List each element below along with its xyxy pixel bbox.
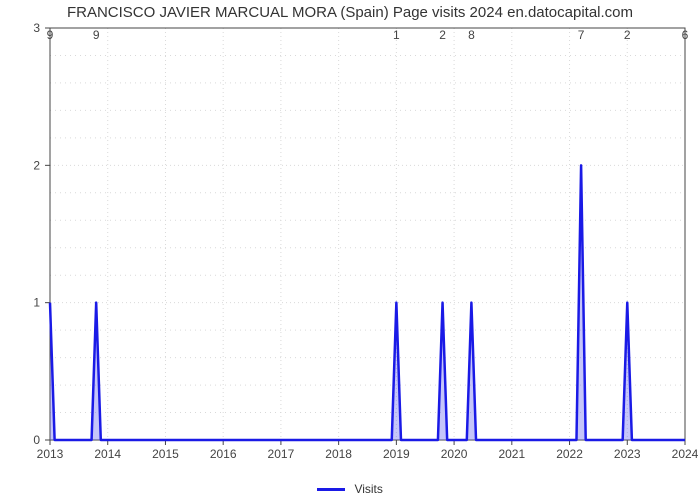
svg-text:2021: 2021 [498, 447, 525, 461]
svg-text:2015: 2015 [152, 447, 179, 461]
chart-canvas: 0 1 2 3 2013 2014 2015 2016 2017 2018 2019 2020 2021… [0, 0, 700, 500]
svg-text:2: 2 [439, 28, 446, 42]
chart-legend: Visits [0, 482, 700, 496]
svg-text:9: 9 [47, 28, 54, 42]
svg-text:2019: 2019 [383, 447, 410, 461]
svg-text:2020: 2020 [441, 447, 468, 461]
legend-label: Visits [354, 482, 382, 496]
svg-text:0: 0 [33, 433, 40, 447]
page-visits-chart: FRANCISCO JAVIER MARCUAL MORA (Spain) Pa… [0, 0, 700, 500]
svg-text:2023: 2023 [614, 447, 641, 461]
svg-text:8: 8 [468, 28, 475, 42]
svg-text:2018: 2018 [325, 447, 352, 461]
svg-text:7: 7 [578, 28, 585, 42]
svg-text:1: 1 [33, 296, 40, 310]
svg-text:2: 2 [624, 28, 631, 42]
svg-text:2014: 2014 [94, 447, 121, 461]
svg-text:2: 2 [33, 158, 40, 172]
svg-text:2016: 2016 [210, 447, 237, 461]
svg-text:2017: 2017 [268, 447, 295, 461]
svg-text:6: 6 [682, 28, 689, 42]
svg-text:3: 3 [33, 21, 40, 35]
svg-text:2022: 2022 [556, 447, 583, 461]
svg-text:2013: 2013 [37, 447, 64, 461]
legend-swatch [317, 488, 345, 491]
svg-text:9: 9 [93, 28, 100, 42]
svg-text:1: 1 [393, 28, 400, 42]
svg-text:2024: 2024 [672, 447, 699, 461]
